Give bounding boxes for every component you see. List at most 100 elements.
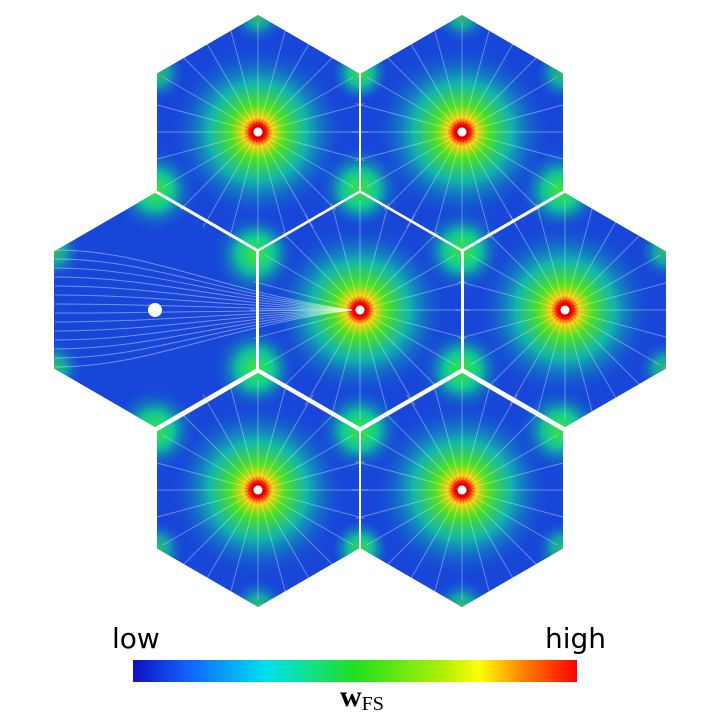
streamline <box>253 312 351 339</box>
streamline <box>464 141 491 239</box>
streamline <box>260 499 287 597</box>
edge-glow <box>228 577 288 607</box>
streamline <box>266 76 354 128</box>
streamline <box>369 312 467 339</box>
streamline <box>260 383 287 481</box>
sink <box>148 303 162 317</box>
streamline <box>54 285 353 311</box>
streamline <box>264 314 352 366</box>
streamline <box>202 140 254 228</box>
streamline <box>54 267 353 311</box>
streamline <box>355 492 453 519</box>
streamline <box>54 309 353 368</box>
streamline <box>179 53 252 126</box>
streamline <box>304 318 356 406</box>
field-map <box>54 15 666 607</box>
streamline <box>260 25 287 123</box>
streamline <box>162 434 250 486</box>
streamline <box>355 461 453 488</box>
streamline <box>509 214 561 302</box>
streamline <box>466 36 518 124</box>
streamline <box>229 25 256 123</box>
streamline <box>266 136 354 188</box>
streamline <box>468 411 541 484</box>
streamline <box>364 318 416 406</box>
streamline <box>264 254 352 306</box>
streamline <box>486 316 559 389</box>
streamline <box>362 319 389 417</box>
streamline <box>464 25 491 123</box>
streamline <box>366 434 454 486</box>
source-hole <box>454 482 470 498</box>
streamline <box>267 492 365 519</box>
streamline <box>229 141 256 239</box>
streamline <box>471 461 569 488</box>
streamline <box>264 496 337 569</box>
streamline <box>54 276 353 311</box>
streamline <box>331 319 358 417</box>
streamline <box>567 319 594 417</box>
streamline <box>383 411 456 484</box>
streamline <box>466 394 518 482</box>
colorbar-title-main: w <box>340 680 362 713</box>
source-hole <box>454 124 470 140</box>
streamline <box>54 309 353 341</box>
source-hole <box>250 124 266 140</box>
streamline <box>54 258 353 311</box>
colorbar-title-subscript: FS <box>362 693 384 715</box>
streamline <box>266 434 354 486</box>
source-hole <box>352 302 368 318</box>
streamline <box>264 53 337 126</box>
streamline <box>486 231 559 304</box>
streamline <box>267 103 365 130</box>
streamline <box>54 294 353 311</box>
colorbar <box>133 660 577 682</box>
streamline <box>179 411 252 484</box>
streamline <box>54 309 353 350</box>
streamline <box>468 496 541 569</box>
streamline <box>54 303 353 311</box>
streamline <box>179 138 252 211</box>
streamline <box>366 494 454 546</box>
streamline <box>569 214 621 302</box>
streamline <box>471 134 569 161</box>
streamline <box>362 203 389 301</box>
streamline <box>433 499 460 597</box>
edge-glow <box>432 15 492 45</box>
streamline <box>229 499 256 597</box>
streamline <box>470 434 558 486</box>
streamline <box>383 496 456 569</box>
streamline <box>471 103 569 130</box>
edge-glow <box>54 338 84 399</box>
streamline <box>464 499 491 597</box>
streamline <box>54 309 353 332</box>
streamline <box>470 136 558 188</box>
streamline <box>433 25 460 123</box>
edge-glow <box>54 221 84 282</box>
streamline <box>54 309 353 359</box>
streamline <box>468 138 541 211</box>
streamline <box>383 138 456 211</box>
streamline <box>260 141 287 239</box>
streamline <box>151 492 249 519</box>
source-hole <box>250 482 266 498</box>
streamline <box>266 494 354 546</box>
streamline <box>383 53 456 126</box>
streamline <box>366 231 439 304</box>
streamline <box>262 36 314 124</box>
streamline <box>406 498 458 586</box>
streamline <box>368 254 456 306</box>
streamline <box>406 140 458 228</box>
streamline <box>574 312 666 339</box>
streamline <box>458 281 556 308</box>
streamline <box>202 36 254 124</box>
streamline <box>262 140 314 228</box>
streamline <box>54 249 353 311</box>
streamline <box>366 76 454 128</box>
streamline <box>151 103 249 130</box>
edge-glow <box>228 15 288 45</box>
streamline <box>571 231 644 304</box>
streamline <box>267 461 365 488</box>
